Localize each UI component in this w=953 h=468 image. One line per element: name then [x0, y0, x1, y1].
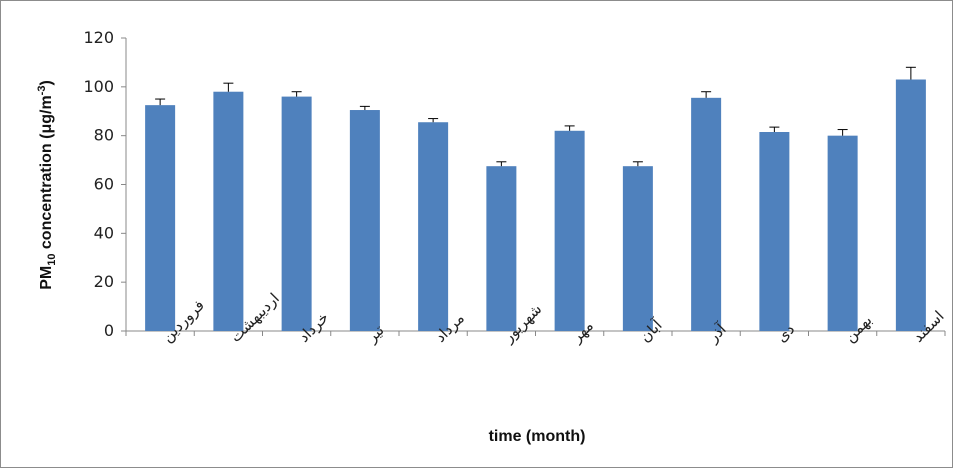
bar — [622, 166, 653, 331]
x-axis-title: time (month) — [489, 428, 586, 445]
bar — [418, 122, 449, 331]
ylabel-part-4: ) — [38, 80, 55, 85]
bar — [895, 79, 926, 331]
bar — [486, 166, 517, 331]
ylabel-subscript: 10 — [46, 254, 58, 266]
bar — [691, 97, 722, 331]
y-tick-label: 0 — [104, 321, 114, 340]
y-tick-label: 20 — [94, 272, 114, 291]
y-tick-label: 100 — [83, 77, 114, 96]
y-tick-label: 120 — [83, 28, 114, 47]
bar — [213, 91, 244, 331]
bar — [827, 135, 858, 331]
ylabel-superscript: -3 — [36, 86, 48, 96]
bar — [349, 110, 380, 331]
ylabel-part-0: PM — [38, 266, 55, 290]
bar — [759, 132, 790, 331]
y-tick-label: 40 — [94, 223, 114, 242]
bar — [554, 130, 585, 331]
ylabel-part-2: concentration (μg/m — [38, 95, 55, 253]
y-tick-label: 80 — [94, 126, 114, 145]
y-tick-label: 60 — [94, 175, 114, 194]
bar — [281, 96, 312, 331]
bar — [145, 105, 176, 331]
svg-text:PM10 concentration (μg/m-3): PM10 concentration (μg/m-3) — [36, 80, 58, 290]
y-axis-title: PM10 concentration (μg/m-3) — [36, 80, 58, 290]
